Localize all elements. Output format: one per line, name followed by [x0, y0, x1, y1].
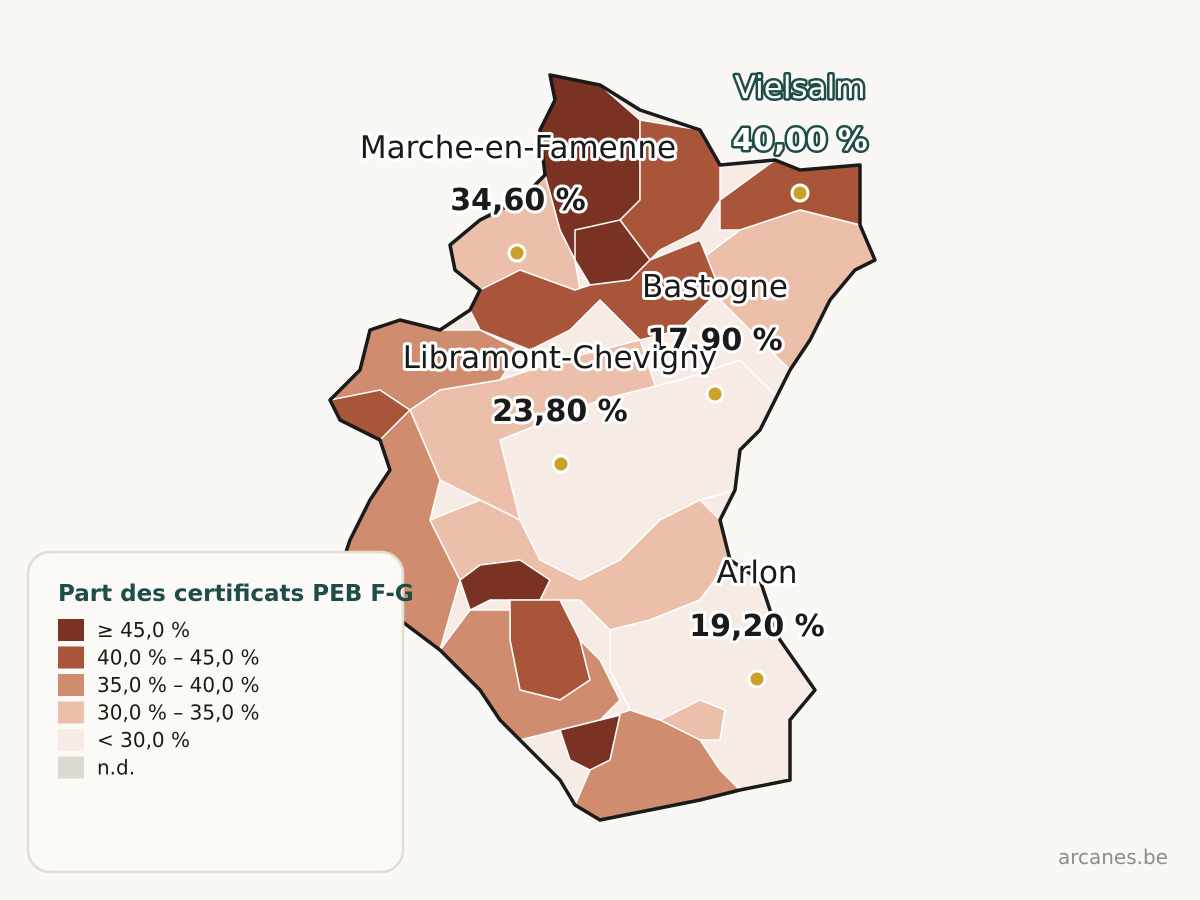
- legend-label: < 30,0 %: [97, 728, 190, 752]
- legend-swatch: [58, 619, 84, 641]
- city-labels: Marche-en-Famenne 34,60 % Vielsalm 40,00 % B…: [357, 68, 870, 689]
- legend-swatch: [58, 701, 84, 724]
- city-name: Vielsalm: [735, 70, 866, 106]
- city-name: Marche-en-Famenne: [360, 130, 676, 166]
- legend-label: ≥ 45,0 %: [97, 618, 190, 642]
- city-dot: [551, 454, 571, 474]
- legend-label: n.d.: [97, 756, 135, 780]
- legend-title: Part des certificats PEB F-G: [58, 581, 414, 607]
- city-dot: [507, 243, 527, 263]
- legend-swatch: [58, 646, 84, 669]
- city-value: 34,60 %: [450, 183, 585, 218]
- municipality: [469, 239, 721, 351]
- city-value: 40,00 %: [732, 123, 867, 158]
- legend: Part des certificats PEB F-G ≥ 45,0 % 40,0…: [58, 581, 414, 780]
- city-value: 19,20 %: [689, 609, 824, 644]
- city-name: Arlon: [716, 555, 797, 591]
- city-dot: [705, 384, 725, 404]
- legend-swatch: [58, 756, 84, 779]
- city-value: 23,80 %: [492, 394, 627, 429]
- legend-label: 40,0 % – 45,0 %: [97, 646, 260, 670]
- legend-label: 35,0 % – 40,0 %: [97, 673, 260, 697]
- city-dot: [747, 669, 767, 689]
- province-outline: [328, 73, 877, 822]
- municipality: [459, 559, 551, 611]
- city-dot: [790, 183, 810, 203]
- legend-box: [26, 550, 405, 874]
- legend-swatch: [58, 729, 84, 751]
- legend-swatch: [58, 674, 84, 696]
- city-name: Bastogne: [642, 269, 788, 305]
- city-value: 17,90 %: [647, 323, 782, 358]
- source: arcanes.be: [1058, 845, 1168, 869]
- city-name: Libramont-Chevigny: [403, 340, 717, 376]
- legend-label: 30,0 % – 35,0 %: [97, 701, 260, 725]
